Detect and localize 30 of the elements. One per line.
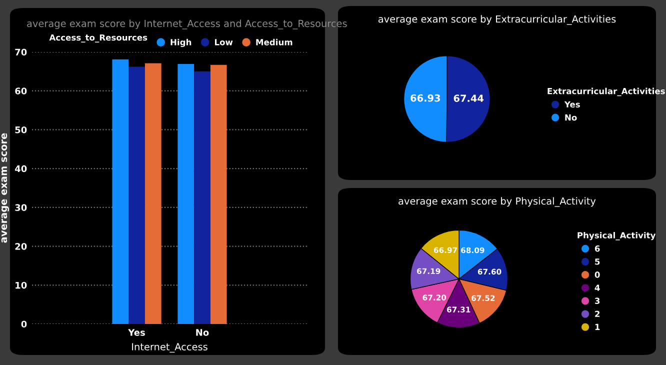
y-tick-label: 60	[15, 88, 27, 94]
data-label: 67.44	[454, 94, 484, 102]
legend-title: Access_to_Resources	[49, 34, 148, 42]
y-tick-label: 40	[14, 165, 27, 172]
legend-label: Low	[214, 39, 233, 46]
legend-label: 6	[594, 245, 600, 252]
legend-label: Yes	[564, 101, 580, 108]
legend-label: 4	[594, 284, 600, 291]
legend-label: 0	[594, 272, 600, 278]
legend-label: No	[565, 114, 577, 121]
chart-title: average exam score by Physical_Activity	[398, 197, 596, 207]
chart-title: average exam score by Internet_Access and Access_to_Resources	[27, 20, 347, 30]
x-axis-title: Internet_Access	[132, 343, 208, 353]
y-tick-label: 20	[15, 243, 27, 250]
y-tick-label: 10	[16, 282, 27, 289]
legend-label: 2	[595, 310, 600, 317]
legend-title: Extracurricular_Activities	[548, 88, 665, 96]
y-tick-label: 70	[15, 48, 27, 56]
data-label: 66.93	[410, 94, 440, 102]
legend-label: 3	[594, 298, 600, 304]
y-axis-title: average exam score	[1, 133, 10, 243]
legend-label: Medium	[256, 38, 292, 46]
legend-label: 5	[595, 258, 600, 265]
chart-title: average exam score by Extracurricular_Activities	[378, 15, 616, 25]
y-tick-label: 0	[21, 320, 27, 328]
y-tick-label: 30	[15, 204, 27, 211]
legend-label: High	[170, 38, 192, 47]
legend-title: Physical_Activity	[578, 232, 656, 240]
y-tick-label: 50	[15, 126, 27, 134]
legend-label: 1	[595, 324, 600, 330]
